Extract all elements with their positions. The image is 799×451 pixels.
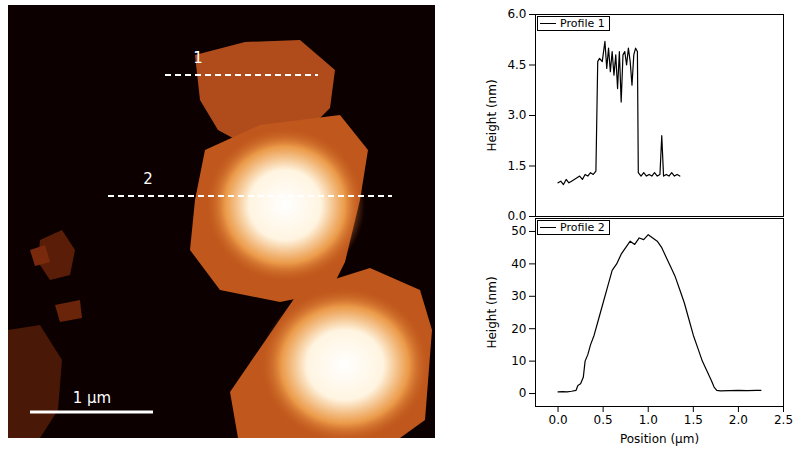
- svg-text:0.0: 0.0: [507, 209, 526, 223]
- svg-text:Height (nm): Height (nm): [485, 276, 499, 348]
- html-text:Profile 2: Profile 2: [560, 221, 605, 234]
- svg-text:2.5: 2.5: [774, 413, 793, 427]
- svg-text:0.0: 0.0: [548, 413, 567, 427]
- svg-text:2: 2: [143, 170, 153, 188]
- html-text:Profile 1: Profile 1: [560, 17, 605, 30]
- svg-text:1 µm: 1 µm: [73, 389, 111, 407]
- svg-text:1.5: 1.5: [507, 159, 526, 173]
- svg-text:50: 50: [511, 224, 526, 238]
- svg-text:20: 20: [511, 322, 526, 336]
- svg-text:4.5: 4.5: [507, 58, 526, 72]
- svg-text:2.0: 2.0: [729, 413, 748, 427]
- svg-text:6.0: 6.0: [507, 7, 526, 21]
- svg-text:1: 1: [193, 49, 203, 67]
- svg-text:Height (nm): Height (nm): [485, 79, 499, 151]
- svg-text:40: 40: [511, 257, 526, 271]
- svg-text:30: 30: [511, 289, 526, 303]
- svg-text:1.5: 1.5: [684, 413, 703, 427]
- svg-text:1.0: 1.0: [639, 413, 658, 427]
- svg-text:3.0: 3.0: [507, 108, 526, 122]
- svg-text:10: 10: [511, 354, 526, 368]
- svg-text:0: 0: [519, 386, 527, 400]
- svg-text:Position (µm): Position (µm): [620, 432, 699, 446]
- svg-text:0.5: 0.5: [594, 413, 613, 427]
